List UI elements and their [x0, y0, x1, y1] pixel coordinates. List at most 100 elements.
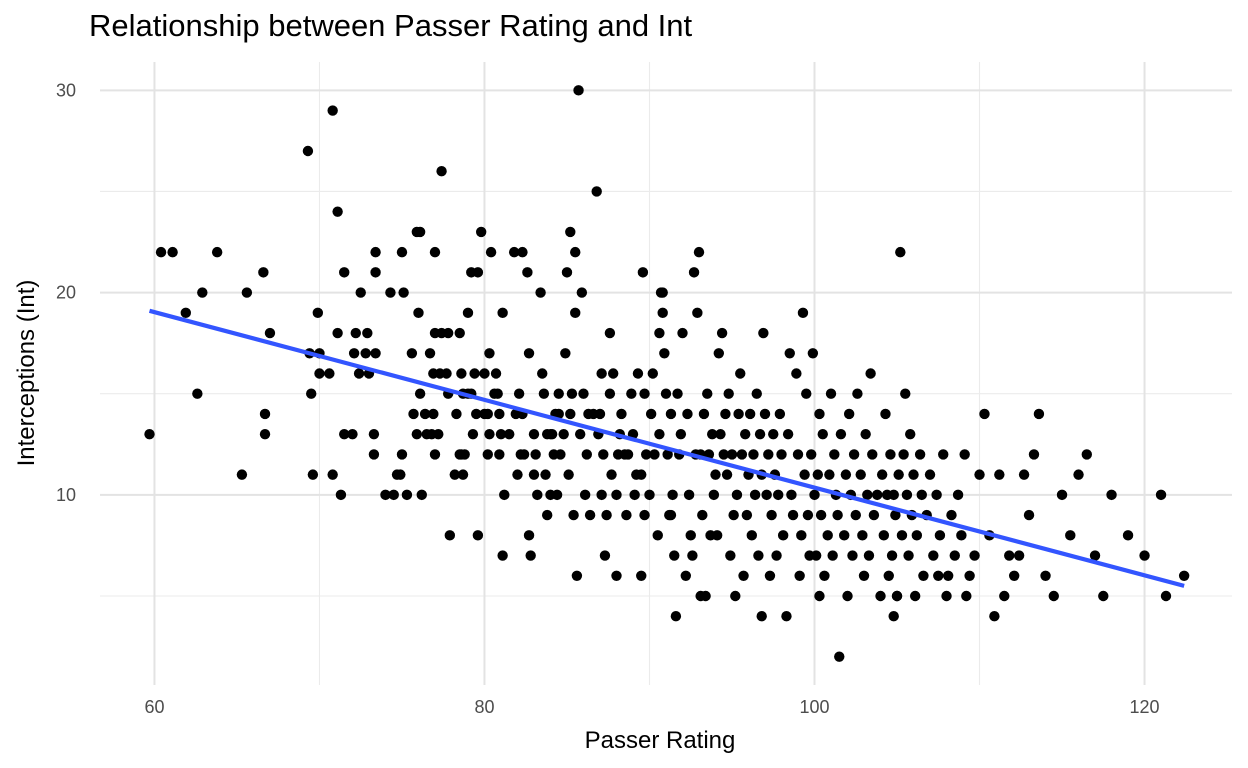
- data-point: [933, 570, 944, 581]
- data-point: [391, 469, 403, 480]
- data-point: [398, 287, 409, 298]
- data-point: [654, 428, 665, 440]
- data-point: [530, 449, 541, 460]
- data-point: [508, 246, 520, 258]
- data-point: [324, 368, 335, 379]
- data-point: [490, 368, 502, 379]
- data-point: [817, 428, 828, 440]
- data-point: [584, 509, 596, 521]
- data-point: [302, 145, 314, 157]
- data-point: [794, 570, 805, 581]
- data-point: [355, 287, 366, 298]
- data-point: [740, 428, 751, 440]
- data-point: [682, 408, 693, 420]
- data-point: [731, 489, 743, 501]
- data-point: [583, 408, 594, 420]
- data-point: [339, 267, 350, 278]
- data-point: [848, 449, 860, 460]
- data-point: [611, 570, 622, 581]
- data-point: [1065, 530, 1076, 541]
- data-point: [401, 489, 413, 501]
- data-point: [604, 388, 616, 399]
- data-point: [497, 550, 508, 561]
- data-point: [1073, 469, 1084, 480]
- data-point: [396, 449, 408, 460]
- data-point: [847, 550, 858, 561]
- data-point: [931, 489, 942, 501]
- data-point: [475, 226, 487, 238]
- data-point: [327, 105, 338, 116]
- data-point: [360, 348, 371, 359]
- data-point: [791, 368, 802, 379]
- data-point: [433, 428, 444, 440]
- data-point: [903, 550, 914, 561]
- data-point: [839, 530, 850, 541]
- data-point: [994, 469, 1005, 480]
- data-point: [596, 489, 607, 501]
- data-point: [730, 590, 741, 602]
- data-point: [692, 307, 703, 319]
- data-point: [525, 550, 536, 561]
- data-point: [888, 611, 899, 622]
- data-point: [949, 550, 960, 561]
- data-point: [736, 449, 748, 460]
- data-point: [523, 348, 535, 359]
- data-point: [350, 327, 361, 339]
- x-tick-label: 100: [799, 697, 829, 717]
- data-point: [786, 489, 797, 501]
- data-point: [768, 428, 779, 440]
- data-point: [406, 348, 418, 359]
- data-point: [860, 428, 871, 440]
- data-point: [429, 449, 441, 460]
- data-point: [561, 267, 573, 278]
- data-point: [522, 267, 533, 278]
- data-point: [576, 287, 588, 298]
- data-point: [259, 428, 271, 440]
- data-point: [441, 368, 452, 379]
- data-point: [934, 530, 946, 541]
- data-point: [702, 388, 713, 399]
- data-point: [553, 388, 564, 399]
- data-point: [895, 246, 906, 258]
- data-point: [540, 469, 551, 480]
- data-point: [565, 408, 576, 420]
- data-point: [916, 489, 927, 501]
- data-point: [792, 449, 804, 460]
- data-point: [385, 287, 396, 298]
- data-point: [918, 570, 929, 581]
- data-point: [574, 428, 586, 440]
- data-point: [472, 267, 484, 278]
- data-point: [513, 388, 525, 399]
- data-point: [797, 307, 809, 319]
- data-point: [598, 449, 609, 460]
- data-point: [1040, 570, 1051, 581]
- data-point: [654, 327, 665, 339]
- data-point: [876, 469, 888, 480]
- data-point: [436, 166, 447, 177]
- data-point: [599, 550, 611, 561]
- data-point: [457, 469, 469, 480]
- data-point: [880, 408, 891, 420]
- data-point: [462, 307, 474, 319]
- data-point: [883, 570, 894, 581]
- data-point: [167, 246, 178, 258]
- data-point: [523, 530, 535, 541]
- data-point: [725, 550, 736, 561]
- data-point: [327, 469, 338, 480]
- data-point: [504, 428, 515, 440]
- data-point: [484, 428, 495, 440]
- data-point: [368, 449, 380, 460]
- data-point: [1081, 449, 1092, 460]
- data-point: [952, 489, 964, 501]
- data-point: [857, 530, 868, 541]
- x-tick-label: 80: [474, 697, 494, 717]
- data-point: [197, 287, 208, 298]
- data-point: [424, 348, 436, 359]
- data-point: [901, 489, 913, 501]
- data-point: [649, 449, 660, 460]
- data-point: [756, 611, 767, 622]
- data-point: [773, 489, 784, 501]
- data-point: [537, 368, 548, 379]
- data-point: [749, 489, 761, 501]
- data-point: [497, 307, 508, 319]
